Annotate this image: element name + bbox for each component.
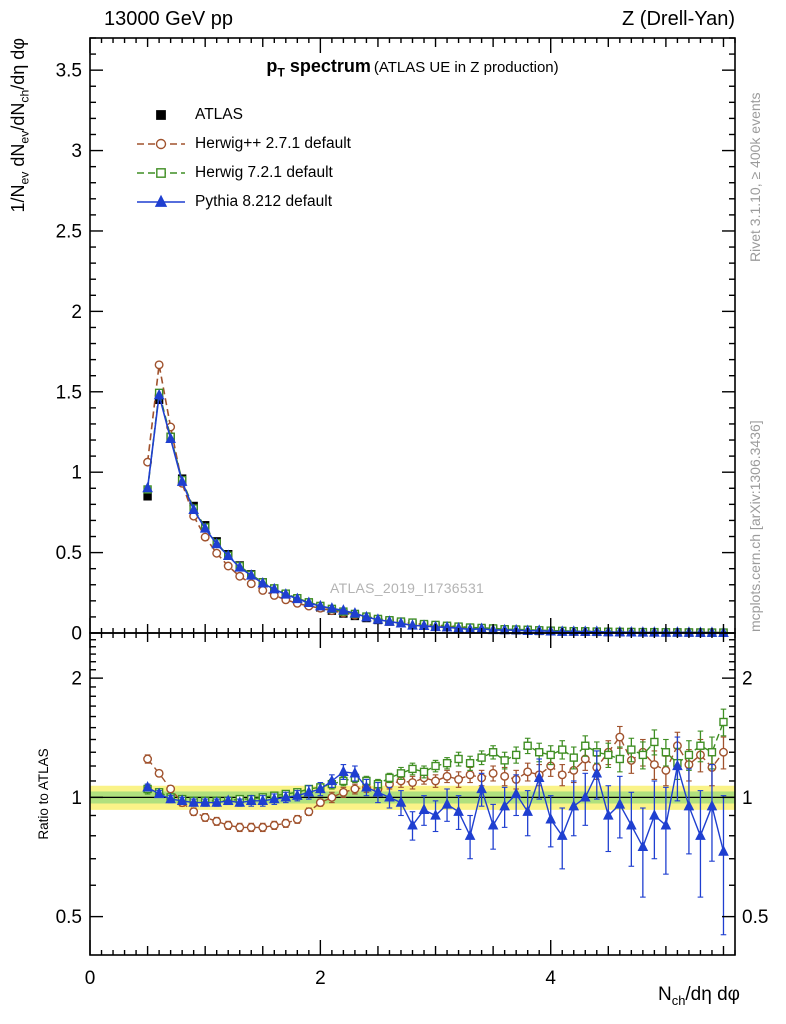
main-series-0: [143, 395, 728, 637]
svg-text:2: 2: [742, 669, 753, 690]
legend-swatch-1: [137, 138, 185, 150]
svg-text:3.5: 3.5: [56, 61, 82, 82]
svg-text:3: 3: [71, 141, 82, 162]
legend: ATLAS Herwig++ 2.7.1 default Herwig 7.2.1 …: [136, 104, 351, 213]
legend-swatch-2: [137, 168, 185, 178]
ratio-series-3: [142, 736, 729, 936]
legend-label: Herwig++ 2.7.1 default: [195, 135, 351, 152]
plot-title: pT spectrum (ATLAS UE in Z production): [90, 56, 735, 80]
legend-item-0: ATLAS: [136, 104, 351, 126]
svg-text:1: 1: [71, 788, 82, 809]
legend-swatch-3: [137, 194, 185, 207]
svg-text:1: 1: [71, 463, 82, 484]
ratio-panel-frame: [89, 632, 736, 956]
svg-text:2.5: 2.5: [56, 221, 82, 242]
svg-text:0.5: 0.5: [56, 907, 82, 928]
svg-text:2: 2: [71, 669, 82, 690]
legend-label: Pythia 8.212 default: [195, 193, 333, 210]
ratio-y-axis-label: Ratio to ATLAS: [36, 748, 51, 840]
legend-item-1: Herwig++ 2.7.1 default: [136, 133, 351, 155]
plot-title-observable: pT spectrum: [266, 56, 371, 80]
legend-swatch-0: [156, 110, 166, 120]
svg-text:0: 0: [71, 624, 82, 645]
svg-text:0.5: 0.5: [742, 907, 768, 928]
legend-label: ATLAS: [195, 106, 243, 123]
y-axis-label: 1/Nev dNev/dNch/dη dφ: [8, 38, 32, 213]
x-axis-label: Nch/dη dφ: [658, 984, 740, 1008]
process-label: Z (Drell-Yan): [622, 8, 735, 30]
rivet-version-note: Rivet 3.1.10, ≥ 400k events: [747, 92, 763, 262]
axes-frame: [89, 37, 736, 956]
svg-text:2: 2: [71, 302, 82, 323]
svg-text:2: 2: [315, 968, 326, 989]
analysis-id-watermark: ATLAS_2019_I1736531: [330, 580, 485, 596]
svg-text:4: 4: [545, 968, 556, 989]
main-series-3: [142, 388, 729, 637]
svg-text:1.5: 1.5: [56, 382, 82, 403]
legend-item-2: Herwig 7.2.1 default: [136, 162, 351, 184]
tick-labels: 0 2 4 0 0.5 1 1.5 2 2.5 3 3.5 0.5 0.5 1 1 2 2: [56, 61, 769, 989]
main-series-2: [143, 388, 728, 637]
legend-label: Herwig 7.2.1 default: [195, 164, 333, 181]
plot-title-context: (ATLAS UE in Z production): [373, 59, 559, 76]
svg-text:0: 0: [85, 968, 96, 989]
legend-item-3: Pythia 8.212 default: [136, 191, 351, 213]
svg-text:1: 1: [742, 788, 753, 809]
mcplots-reference-note: mcplots.cern.ch [arXiv:1306.3436]: [747, 420, 763, 632]
beam-energy-label: 13000 GeV pp: [104, 8, 233, 30]
svg-text:0.5: 0.5: [56, 543, 82, 564]
